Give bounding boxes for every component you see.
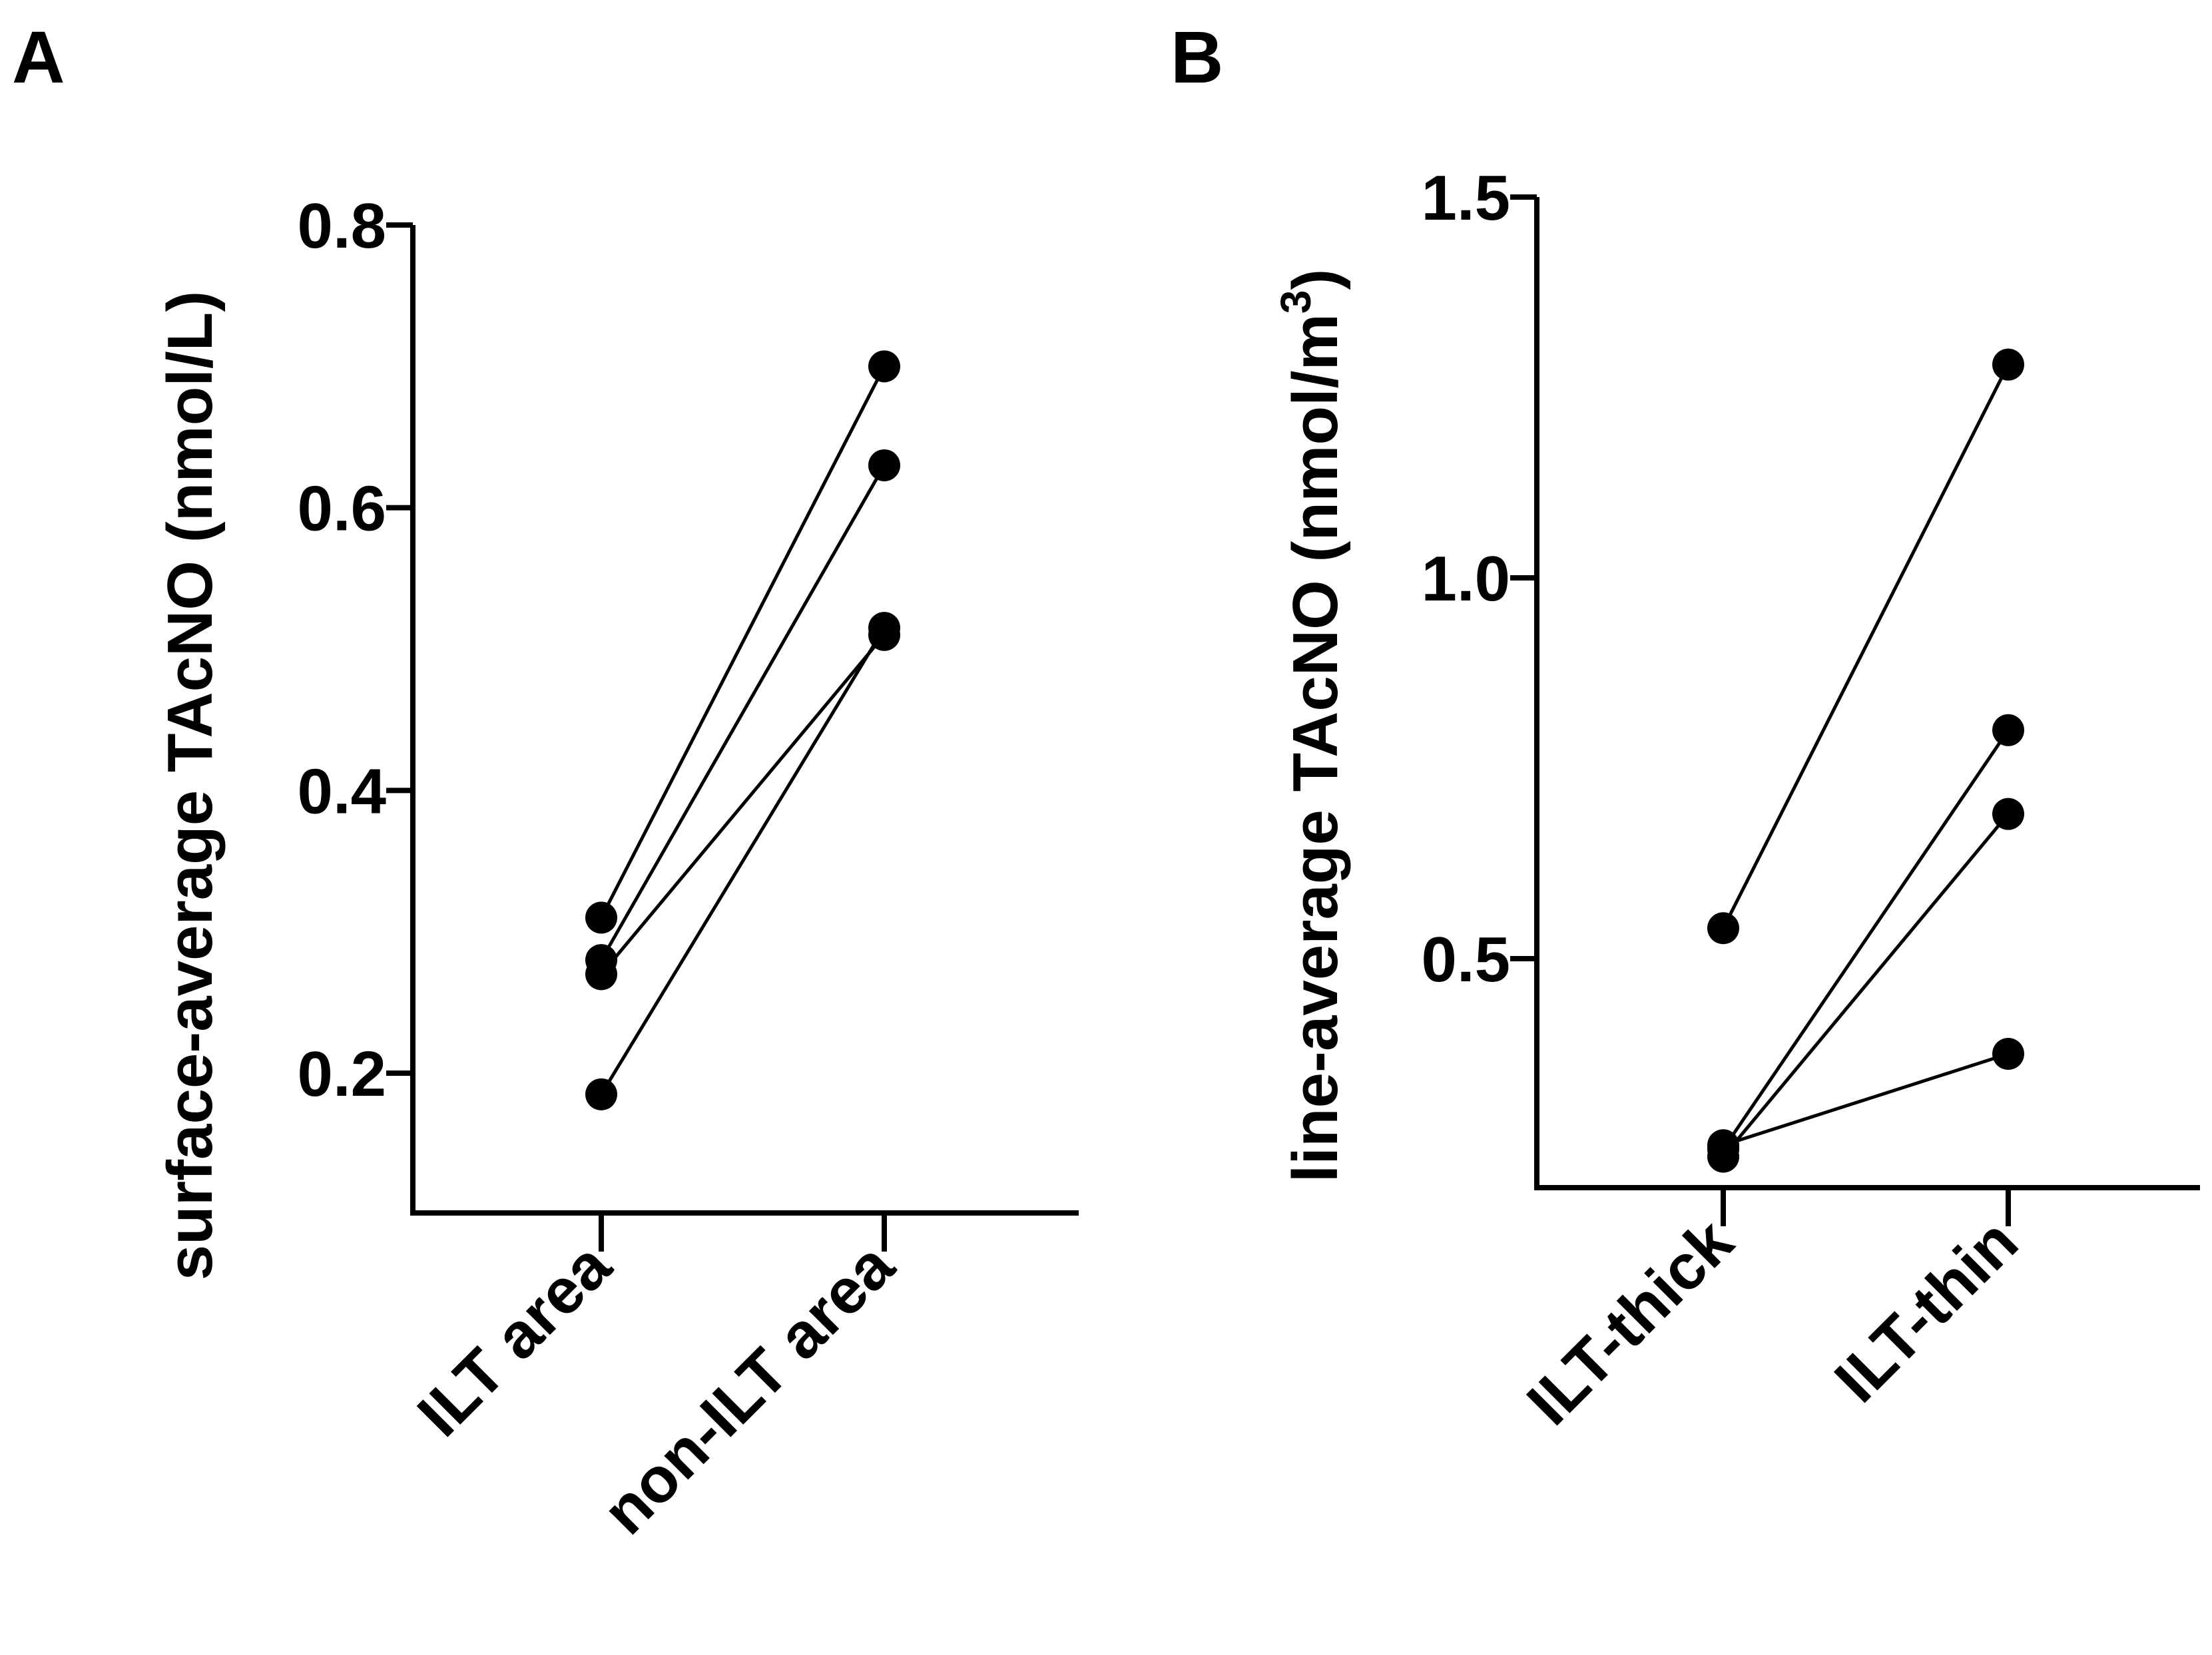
panel-b-pair-line xyxy=(1721,729,2010,1150)
panel-a-pair-line xyxy=(600,634,886,975)
panel-a-x-category-label: non-ILT area xyxy=(589,1230,908,1548)
panel-a-y-tick-label: 0.6 xyxy=(298,473,386,545)
panel-a-data-point xyxy=(868,350,900,383)
panel-a-data-point xyxy=(585,958,617,991)
panel-b-data-point xyxy=(1992,798,2024,830)
panel-b-data-point xyxy=(1992,714,2024,746)
panel-b-y-tick-label: 1.5 xyxy=(1422,162,1510,234)
panel-b-data-point xyxy=(1992,348,2024,381)
panel-b-x-category-label: ILT-thin xyxy=(1821,1206,2032,1416)
panel-b-pair-line xyxy=(1722,813,2010,1158)
panel-a-data-point xyxy=(868,612,900,644)
panel-a-pair-line xyxy=(599,365,886,919)
panel-b-y-axis-title-main: line-average TAcNO (nmol/m xyxy=(1280,314,1351,1182)
panel-b-pair-line xyxy=(1721,363,2010,929)
panel-b: B 0.5 1.0 1.5 ILT-thick ILT-thin line-average… xyxy=(1171,17,2200,1439)
panel-b-y-tick-label: 1.0 xyxy=(1422,543,1510,614)
panel-a-data-point xyxy=(868,449,900,481)
panel-a-pair-line xyxy=(599,464,886,961)
panel-a-y-tick-label: 0.8 xyxy=(298,190,386,262)
panel-b-x-category-label: ILT-thick xyxy=(1514,1206,1747,1439)
panel-a-data-point xyxy=(585,1078,617,1110)
panel-b-pair-line xyxy=(1723,1052,2009,1147)
panel-b-y-axis-title-superscript: 3 xyxy=(1272,290,1320,314)
panel-a-letter: A xyxy=(12,17,65,99)
panel-b-y-axis-title: line-average TAcNO (nmol/m3) xyxy=(1272,269,1351,1183)
panel-b-y-tick-label: 0.5 xyxy=(1422,924,1510,995)
panel-a-x-category-label: ILT area xyxy=(404,1230,625,1450)
panel-a-y-tick-label: 0.4 xyxy=(298,756,386,827)
panel-b-data-point xyxy=(1707,912,1739,945)
panel-a-pair-line xyxy=(599,626,886,1096)
panel-a-data-point xyxy=(585,901,617,934)
panel-b-data-point xyxy=(1707,1129,1739,1162)
panel-a-y-axis-title: surface-average TAcNO (nmol/L) xyxy=(154,291,226,1281)
panel-b-y-axis-title-suffix: ) xyxy=(1280,269,1351,290)
panel-b-data-point xyxy=(1992,1038,2024,1070)
panel-a-y-tick-label: 0.2 xyxy=(298,1039,386,1110)
panel-b-letter: B xyxy=(1171,17,1223,99)
